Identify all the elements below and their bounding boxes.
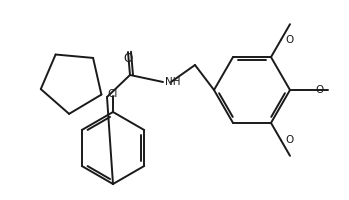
- Text: O: O: [124, 52, 133, 66]
- Text: O: O: [315, 85, 323, 95]
- Text: O: O: [285, 35, 293, 45]
- Text: Cl: Cl: [108, 89, 118, 99]
- Text: NH: NH: [165, 77, 180, 87]
- Text: O: O: [285, 135, 293, 145]
